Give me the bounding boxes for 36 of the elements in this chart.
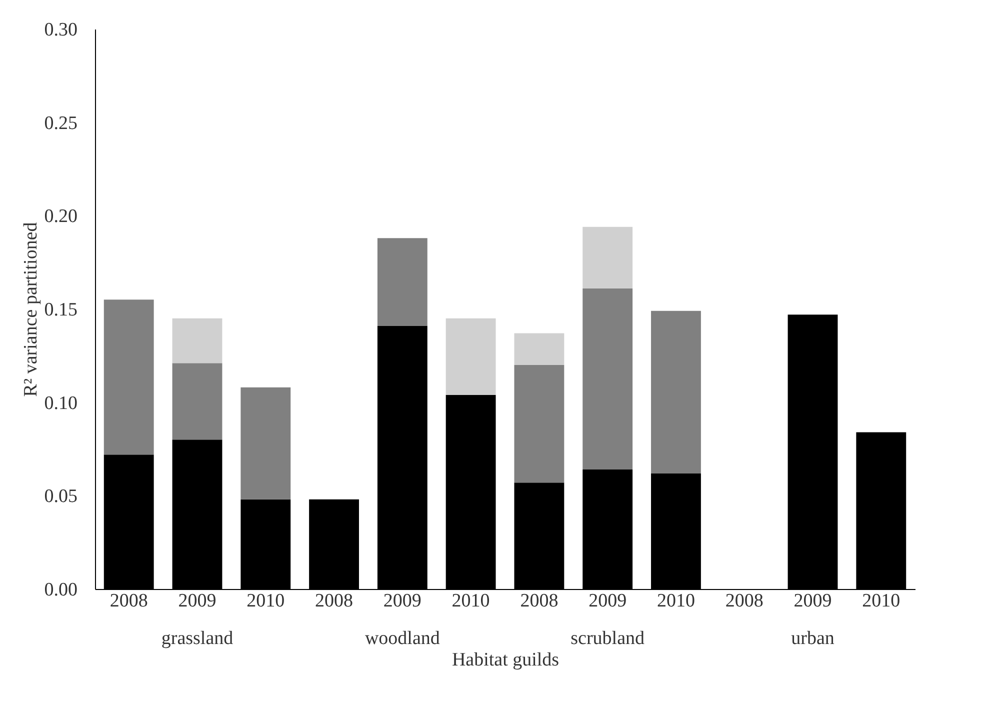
- y-tick-label: 0.00: [44, 580, 78, 600]
- text: scrubland: [570, 628, 646, 649]
- x-tick-label: 2010: [862, 590, 900, 612]
- y-axis-title: R² variance partitioned: [20, 222, 42, 397]
- bar: [514, 333, 564, 365]
- bar: [240, 387, 291, 500]
- text: woodland: [364, 628, 440, 649]
- y-tick-label: 0.30: [44, 20, 78, 40]
- x-tick-label: 2009: [383, 590, 422, 612]
- y-tick-label: 0.20: [44, 206, 78, 228]
- bar: [651, 310, 701, 474]
- bar: [446, 318, 496, 395]
- x-tick-label: 2010: [246, 590, 285, 612]
- bar: [104, 300, 154, 455]
- x-tick-label: 2008: [315, 590, 354, 612]
- x-tick-label: 2010: [656, 590, 695, 612]
- bar: [172, 318, 222, 364]
- x-tick-label: 2009: [588, 590, 627, 612]
- bar: [514, 365, 564, 483]
- x-tick-label: 2008: [110, 590, 148, 612]
- x-tick-label: 2010: [452, 590, 490, 612]
- y-tick-label: 0.25: [44, 112, 78, 134]
- x-tick-label: 2008: [725, 590, 764, 612]
- y-tick-label: 0.10: [44, 392, 78, 414]
- text: grassland: [161, 628, 234, 649]
- bar: [172, 363, 222, 440]
- bar: [582, 288, 633, 470]
- x-tick-label: 2008: [520, 590, 558, 612]
- x-axis-title: Habitat guilds: [452, 650, 560, 670]
- x-tick-label: 2009: [178, 590, 216, 612]
- bar: [377, 238, 428, 326]
- y-tick-label: 0.05: [44, 486, 78, 508]
- y-tick-label: 0.15: [44, 300, 78, 320]
- x-tick-label: 2009: [794, 590, 832, 612]
- text: urban: [791, 628, 835, 649]
- bar: [582, 226, 633, 288]
